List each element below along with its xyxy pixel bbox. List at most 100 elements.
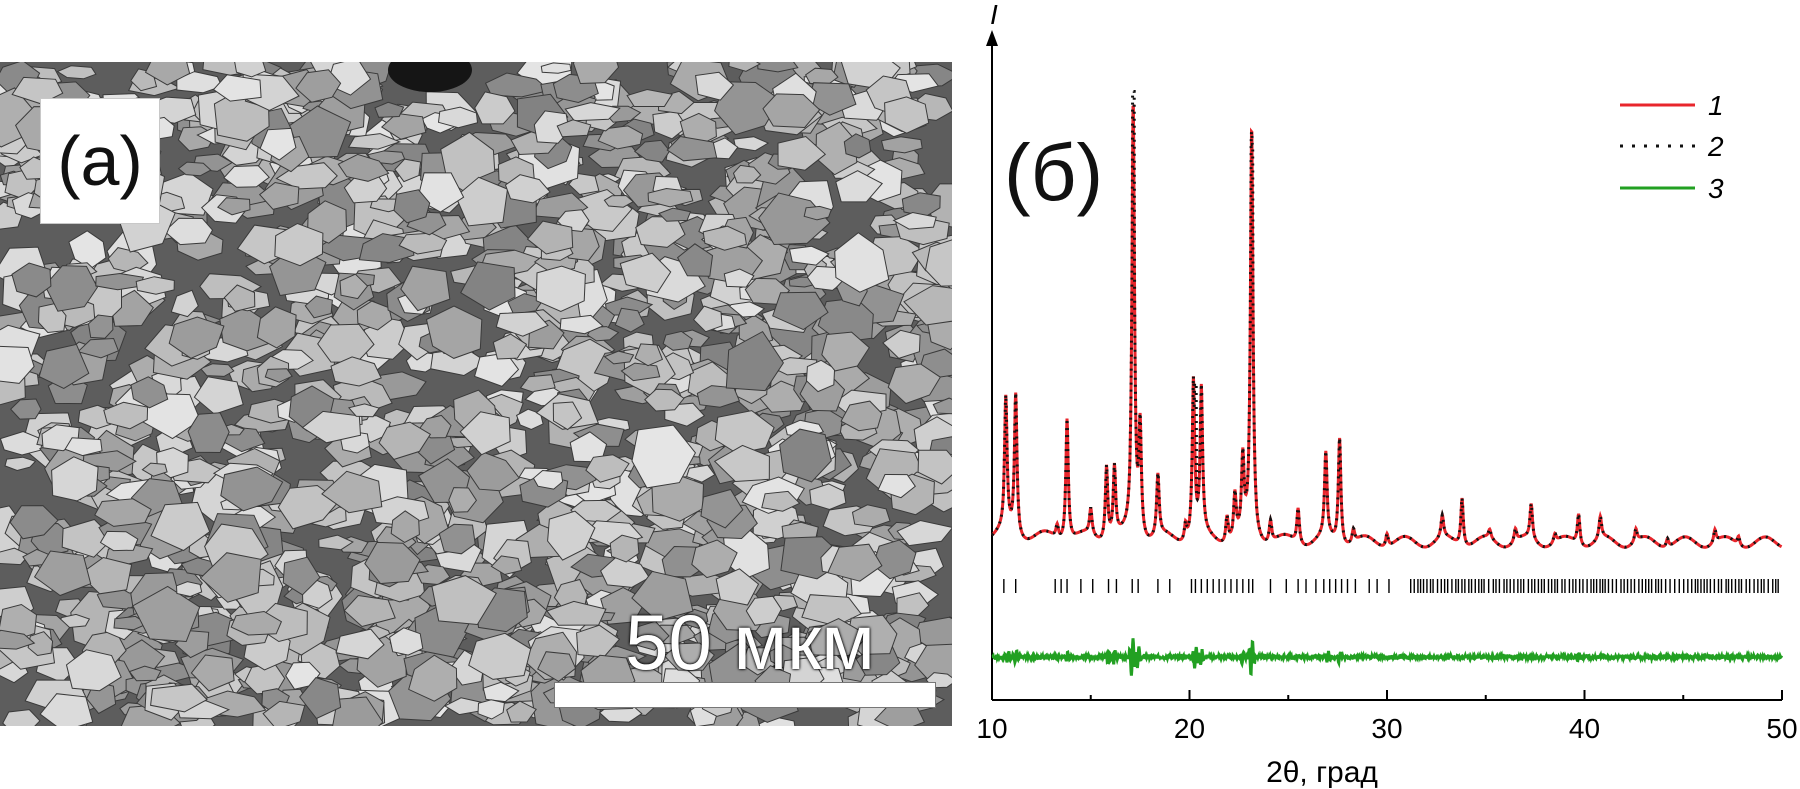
xrd-pattern-chart: (б) I 10 20 30 40 50 2θ, град 1 2 3 <box>976 0 1797 789</box>
crystal-platelet <box>33 550 92 597</box>
crystal-platelet <box>662 330 693 351</box>
legend-label-3: 3 <box>1708 173 1724 204</box>
crystal-platelet <box>199 552 262 603</box>
crystal-platelet <box>56 65 97 80</box>
crystal-platelet <box>220 466 284 512</box>
crystal-platelet <box>430 347 488 377</box>
crystal-platelet <box>725 330 784 392</box>
crystal-platelet <box>258 181 300 210</box>
crystal-platelet <box>619 252 672 294</box>
crystal-platelet <box>9 505 59 540</box>
crystal-platelet <box>223 165 270 188</box>
crystal-platelet <box>552 401 583 431</box>
crystal-platelet <box>347 133 402 150</box>
crystal-platelet <box>599 556 651 588</box>
crystal-platelet <box>620 362 661 382</box>
crystal-platelet <box>187 412 230 454</box>
crystal-platelet <box>132 585 201 643</box>
y-axis-label: I <box>990 0 998 30</box>
crystal-platelet <box>504 174 551 204</box>
crystal-platelet <box>882 329 921 359</box>
crystal-platelet <box>540 62 572 74</box>
sem-micrograph-panel: (а) 50 мкм <box>0 62 952 726</box>
crystal-platelet <box>683 608 709 629</box>
crystal-platelet <box>490 555 523 576</box>
crystal-platelet <box>484 72 551 98</box>
crystal-platelet <box>723 268 755 288</box>
crystal-platelet <box>437 106 479 129</box>
panel-b-label: (б) <box>1004 128 1103 217</box>
crystal-platelet <box>634 343 664 367</box>
crystal-platelet <box>282 556 321 596</box>
series-2-observed-line <box>990 90 1783 549</box>
legend-label-1: 1 <box>1708 90 1724 121</box>
crystal-platelet <box>880 136 923 154</box>
crystal-platelet <box>150 501 211 552</box>
crystal-platelet <box>733 136 770 152</box>
crystal-platelet <box>94 498 152 527</box>
crystal-platelet <box>343 594 396 628</box>
crystal-platelet <box>408 654 458 702</box>
crystal-platelet <box>492 333 528 360</box>
crystal-platelet <box>295 69 342 103</box>
crystal-platelet <box>318 534 354 551</box>
crystal-platelet <box>546 600 607 626</box>
crystal-platelet <box>64 437 103 457</box>
crystal-platelet <box>713 444 770 483</box>
crystal-platelet <box>626 88 673 107</box>
crystal-platelet <box>339 273 369 300</box>
x-axis-label: 2θ, град <box>1266 756 1378 789</box>
crystal-platelet <box>130 376 169 409</box>
crystal-platelet <box>696 385 741 408</box>
crystal-platelet <box>896 519 952 547</box>
crystal-platelet <box>301 410 362 444</box>
crystal-platelet <box>559 314 604 335</box>
crystal-platelet <box>758 192 831 246</box>
crystal-platelet <box>506 700 537 723</box>
sem-micrograph-image <box>0 62 952 726</box>
panel-a-label: (а) <box>40 98 160 224</box>
crystal-platelet <box>877 473 916 499</box>
crystal-platelet <box>631 620 670 651</box>
crystal-platelet <box>572 62 620 85</box>
crystal-platelet <box>10 398 42 420</box>
crystal-platelet <box>216 197 251 216</box>
scale-bar <box>554 682 936 708</box>
crystal-platelet <box>676 243 714 277</box>
crystal-platelet <box>614 307 645 333</box>
crystal-platelet <box>526 220 574 255</box>
crystal-platelet <box>547 510 596 561</box>
crystal-platelet <box>425 305 483 359</box>
crystal-platelet <box>827 543 883 582</box>
crystal-platelet <box>332 696 384 726</box>
crystal-platelet <box>685 464 716 483</box>
crystal-platelet <box>264 368 293 383</box>
crystal-platelet <box>87 314 114 339</box>
crystal-platelet <box>65 649 122 692</box>
bragg-reflection-ticks <box>1003 579 1779 593</box>
crystal-platelet <box>212 74 262 102</box>
x-tick-label: 50 <box>1766 713 1797 744</box>
crystal-platelet <box>603 194 635 208</box>
crystal-platelet <box>700 488 744 529</box>
crystal-platelet <box>163 217 214 246</box>
crystal-platelet <box>762 93 821 129</box>
crystal-platelet <box>259 127 297 161</box>
crystal-platelet <box>631 424 696 489</box>
crystal-platelet <box>443 697 482 716</box>
crystal-platelet <box>347 403 381 418</box>
crystal-platelet <box>658 207 692 222</box>
dark-void <box>388 62 472 92</box>
crystal-platelet <box>77 337 120 359</box>
crystal-platelet <box>330 356 382 387</box>
crystal-platelet <box>468 632 532 680</box>
crystal-platelet <box>884 96 930 134</box>
crystal-platelet <box>843 133 872 159</box>
crystal-platelet <box>11 262 52 298</box>
crystal-platelet <box>807 82 857 116</box>
crystal-platelet <box>38 343 90 389</box>
crystal-platelet <box>141 462 168 477</box>
crystal-platelet <box>256 306 297 349</box>
crystal-platelet <box>756 716 796 726</box>
crystal-platelet <box>393 189 431 224</box>
